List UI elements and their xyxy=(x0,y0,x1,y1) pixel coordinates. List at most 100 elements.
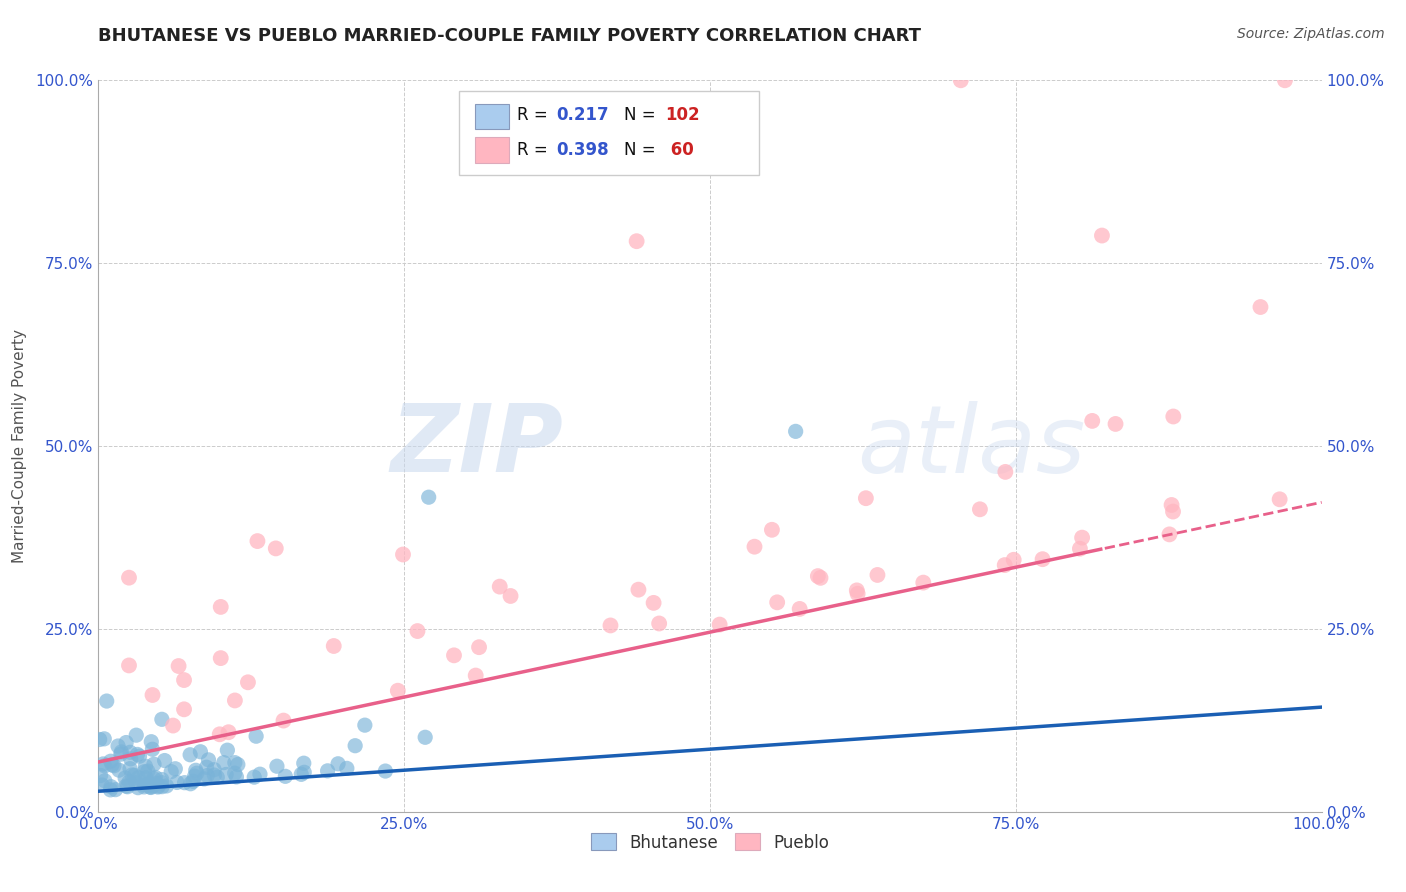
Pueblo xyxy=(406,624,429,638)
Pueblo xyxy=(218,725,240,739)
Bhutanese xyxy=(103,758,125,772)
Bhutanese xyxy=(160,764,183,779)
Bhutanese xyxy=(115,779,138,793)
Bhutanese xyxy=(202,768,225,782)
Pueblo xyxy=(167,659,190,673)
Bhutanese xyxy=(292,756,315,771)
Bhutanese xyxy=(125,775,148,789)
Pueblo xyxy=(499,589,522,603)
Bhutanese xyxy=(117,780,139,794)
Bhutanese xyxy=(135,771,157,785)
Bhutanese xyxy=(207,770,229,784)
Pueblo xyxy=(1161,504,1184,518)
Pueblo xyxy=(643,596,665,610)
Pueblo xyxy=(1104,417,1126,431)
Pueblo xyxy=(118,571,141,585)
FancyBboxPatch shape xyxy=(460,91,759,176)
Bhutanese xyxy=(118,775,141,789)
Bhutanese xyxy=(249,767,271,781)
Pueblo xyxy=(464,668,486,682)
Bhutanese xyxy=(197,753,219,767)
Bhutanese xyxy=(141,779,163,793)
Pueblo xyxy=(387,683,409,698)
Bhutanese xyxy=(179,747,201,762)
Pueblo xyxy=(599,618,621,632)
Text: R =: R = xyxy=(517,106,553,124)
Bhutanese xyxy=(413,731,436,745)
Legend: Bhutanese, Pueblo: Bhutanese, Pueblo xyxy=(585,827,835,858)
Pueblo xyxy=(1274,73,1296,87)
Bhutanese xyxy=(224,756,246,770)
Bhutanese xyxy=(150,775,173,789)
Bhutanese xyxy=(326,756,349,771)
Text: N =: N = xyxy=(624,106,661,124)
Bhutanese xyxy=(316,764,339,778)
Pueblo xyxy=(1163,409,1185,424)
Bhutanese xyxy=(141,742,163,756)
Pueblo xyxy=(709,617,731,632)
Pueblo xyxy=(627,582,650,597)
Text: N =: N = xyxy=(624,141,661,159)
Bhutanese xyxy=(353,718,375,732)
Bhutanese xyxy=(146,780,169,794)
Bhutanese xyxy=(145,771,167,785)
Bhutanese xyxy=(142,772,165,786)
Bhutanese xyxy=(94,773,117,788)
Pueblo xyxy=(994,558,1017,572)
Pueblo xyxy=(1002,553,1025,567)
Bhutanese xyxy=(91,778,114,792)
Bhutanese xyxy=(226,757,249,772)
Bhutanese xyxy=(100,780,122,794)
Pueblo xyxy=(236,675,259,690)
Pueblo xyxy=(141,688,163,702)
Bhutanese xyxy=(127,771,149,785)
Pueblo xyxy=(1069,541,1091,556)
Pueblo xyxy=(322,639,344,653)
Pueblo xyxy=(209,599,232,614)
Bhutanese xyxy=(118,745,141,759)
Bhutanese xyxy=(114,771,136,785)
Text: Source: ZipAtlas.com: Source: ZipAtlas.com xyxy=(1237,27,1385,41)
Pueblo xyxy=(810,571,832,585)
Text: atlas: atlas xyxy=(856,401,1085,491)
Pueblo xyxy=(443,648,465,663)
Bhutanese xyxy=(153,754,176,768)
Bhutanese xyxy=(150,780,173,794)
Pueblo xyxy=(264,541,287,556)
Bhutanese xyxy=(100,754,122,768)
Bhutanese xyxy=(155,779,177,793)
Pueblo xyxy=(648,616,671,631)
Pueblo xyxy=(845,583,868,598)
Bhutanese xyxy=(110,747,132,761)
Bhutanese xyxy=(212,756,235,770)
Pueblo xyxy=(162,718,184,732)
Bhutanese xyxy=(93,731,115,746)
Bhutanese xyxy=(139,780,162,795)
Bhutanese xyxy=(290,767,312,781)
Pueblo xyxy=(912,575,935,590)
Bhutanese xyxy=(93,759,115,773)
Pueblo xyxy=(1160,498,1182,512)
Bhutanese xyxy=(128,749,150,764)
Bhutanese xyxy=(104,782,127,797)
Pueblo xyxy=(173,702,195,716)
Y-axis label: Married-Couple Family Poverty: Married-Couple Family Poverty xyxy=(13,329,27,563)
Bhutanese xyxy=(217,743,239,757)
Bhutanese xyxy=(292,765,315,780)
Bhutanese xyxy=(134,759,156,773)
Bhutanese xyxy=(141,735,163,749)
Pueblo xyxy=(626,234,648,248)
Text: 0.217: 0.217 xyxy=(555,106,609,124)
Bhutanese xyxy=(186,766,208,780)
Bhutanese xyxy=(195,768,218,782)
Bar xyxy=(475,137,509,163)
Pueblo xyxy=(855,491,877,506)
Bhutanese xyxy=(193,772,215,786)
Bhutanese xyxy=(127,747,149,762)
Bhutanese xyxy=(184,764,207,778)
Bhutanese xyxy=(108,763,131,777)
Bhutanese xyxy=(115,735,138,749)
Text: 60: 60 xyxy=(665,141,693,159)
Bhutanese xyxy=(101,757,124,772)
Bhutanese xyxy=(124,768,146,782)
